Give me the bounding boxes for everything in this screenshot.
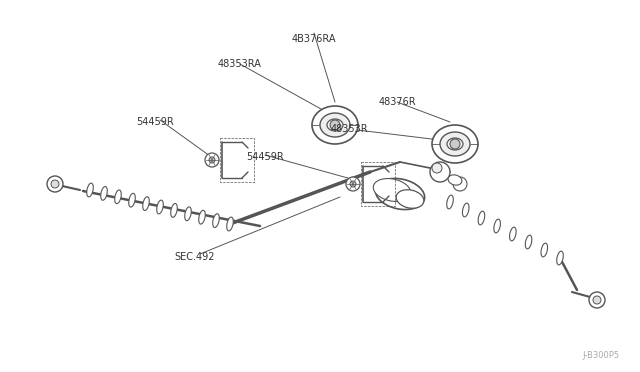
Circle shape <box>450 139 460 149</box>
Ellipse shape <box>100 186 108 200</box>
Ellipse shape <box>525 235 532 249</box>
Ellipse shape <box>87 183 93 197</box>
Ellipse shape <box>448 175 462 185</box>
Circle shape <box>432 163 442 173</box>
Ellipse shape <box>557 251 563 265</box>
Ellipse shape <box>227 217 233 231</box>
Ellipse shape <box>509 227 516 241</box>
Ellipse shape <box>478 211 484 225</box>
Circle shape <box>346 177 360 191</box>
Circle shape <box>430 162 450 182</box>
Text: 48376R: 48376R <box>378 97 416 107</box>
Ellipse shape <box>312 106 358 144</box>
Circle shape <box>453 177 467 191</box>
Circle shape <box>51 180 59 188</box>
Ellipse shape <box>494 219 500 233</box>
Text: 4B376RA: 4B376RA <box>292 34 336 44</box>
Text: 54459R: 54459R <box>136 117 174 127</box>
Ellipse shape <box>320 113 350 137</box>
Text: 48353R: 48353R <box>330 124 368 134</box>
Ellipse shape <box>447 195 453 209</box>
Circle shape <box>593 296 601 304</box>
Ellipse shape <box>432 125 478 163</box>
Ellipse shape <box>327 119 343 131</box>
Ellipse shape <box>157 200 163 214</box>
Ellipse shape <box>396 190 424 208</box>
Ellipse shape <box>463 203 469 217</box>
Ellipse shape <box>129 193 135 207</box>
Ellipse shape <box>375 179 425 209</box>
Circle shape <box>330 120 340 130</box>
Ellipse shape <box>212 214 220 227</box>
Ellipse shape <box>199 210 205 224</box>
Ellipse shape <box>440 132 470 156</box>
Ellipse shape <box>185 207 191 221</box>
Ellipse shape <box>373 179 411 202</box>
Ellipse shape <box>541 243 548 257</box>
Circle shape <box>350 181 356 187</box>
Text: 48353RA: 48353RA <box>218 59 262 69</box>
Circle shape <box>209 157 215 163</box>
Ellipse shape <box>115 190 121 204</box>
Text: SEC.492: SEC.492 <box>175 252 215 262</box>
Circle shape <box>589 292 605 308</box>
Text: 54459R: 54459R <box>246 152 284 162</box>
Circle shape <box>205 153 219 167</box>
Text: J-B300P5: J-B300P5 <box>583 351 620 360</box>
Ellipse shape <box>447 138 463 150</box>
Ellipse shape <box>143 197 149 211</box>
Ellipse shape <box>171 203 177 217</box>
Circle shape <box>47 176 63 192</box>
